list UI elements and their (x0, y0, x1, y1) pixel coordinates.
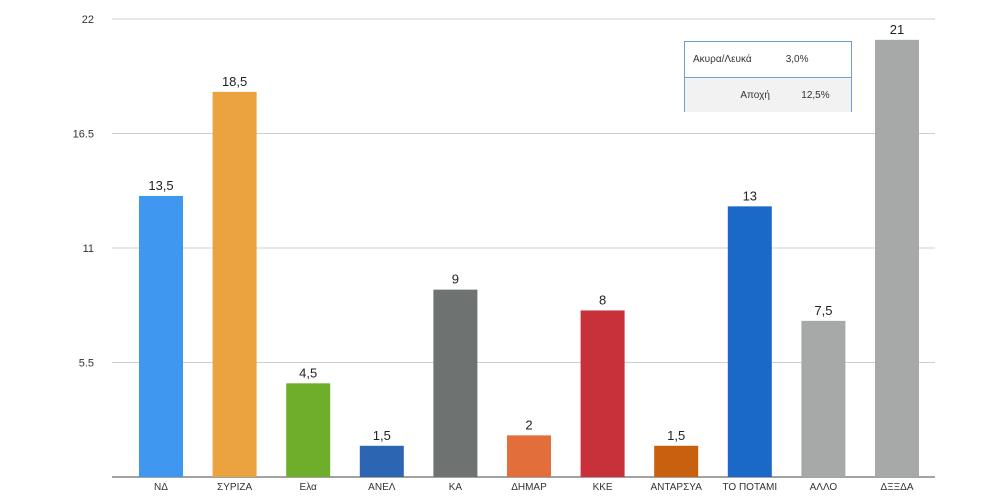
data-label: 1,5 (667, 428, 685, 443)
x-tick-label: ΚΑ (449, 482, 463, 493)
x-tick-label: ΣΥΡΙΖΑ (217, 482, 252, 493)
bars (139, 39, 919, 478)
data-label: 2 (525, 417, 532, 432)
bar (359, 445, 404, 477)
legend-name: Ακυρα/Λευκά (693, 54, 752, 65)
legend-value: 12,5% (801, 89, 830, 101)
data-label: 21 (890, 22, 904, 37)
labels: 13,5 ΝΔ 18,5 ΣΥΡΙΖΑ 4,5 Ελα 1,5 ΑΝΕΛ 9 ΚΑ 2 ΔΗΜΑΡ 8 Κ… (148, 22, 913, 493)
data-label: 13,5 (148, 178, 173, 193)
bar (875, 39, 919, 478)
bar (654, 445, 699, 477)
y-tick-label: 11 (83, 243, 94, 255)
bar (433, 289, 478, 477)
bar (212, 91, 257, 477)
x-tick-label: ΑΛΛΟ (810, 482, 838, 493)
x-tick-label: ΑΝΤΑΡΣΥΑ (651, 482, 703, 493)
data-label: 18,5 (222, 74, 247, 89)
data-label: 9 (452, 272, 459, 287)
y-tick-label: 16.5 (73, 129, 94, 141)
bar (286, 383, 331, 477)
data-label: 8 (599, 292, 606, 307)
turnout-table: Ακυρα/Λευκά 3,0% Αποχή 12,5% (684, 41, 852, 112)
legend-row-abstention: Αποχή 12,5% (685, 77, 851, 112)
bar (727, 206, 772, 477)
bar (507, 435, 551, 477)
x-tick-label: Ελα (300, 482, 318, 493)
data-label: 1,5 (373, 428, 391, 443)
x-tick-label: ΔΗΜΑΡ (511, 482, 547, 493)
legend-row-invalid: Ακυρα/Λευκά 3,0% (685, 42, 851, 77)
x-tick-label: ΔΞΞΔΑ (880, 482, 913, 493)
y-tick-label: 5.5 (79, 358, 94, 370)
x-tick-label: ΚΚΕ (593, 482, 613, 493)
x-tick-label: ΤΟ ΠΟΤΑΜΙ (722, 482, 777, 493)
bar (580, 310, 625, 477)
x-tick-label: ΝΔ (154, 482, 168, 493)
data-label: 13 (743, 188, 757, 203)
data-label: 4,5 (299, 365, 317, 380)
data-label: 7,5 (814, 303, 832, 318)
legend-value: 3,0% (785, 54, 809, 65)
y-tick-label: 22 (82, 14, 94, 26)
bar (139, 195, 183, 478)
bar (801, 320, 846, 477)
legend-name: Αποχή (740, 89, 770, 101)
x-tick-label: ΑΝΕΛ (368, 482, 396, 493)
